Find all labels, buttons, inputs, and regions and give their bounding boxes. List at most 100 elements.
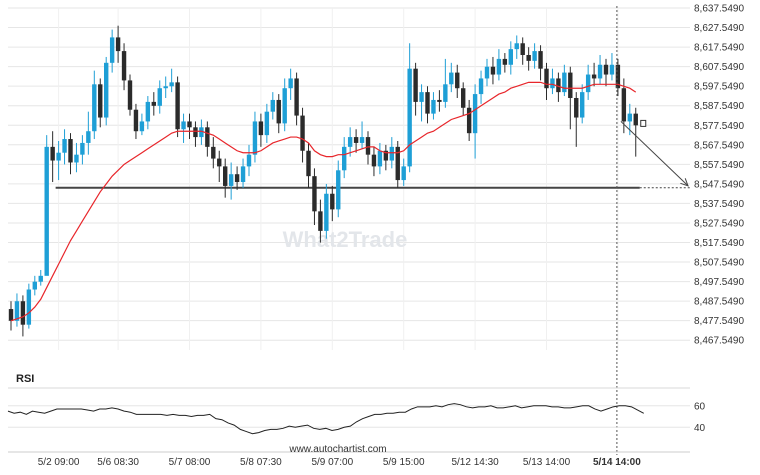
candle-body	[490, 66, 496, 75]
candle-body	[38, 275, 43, 282]
candle-body	[276, 99, 281, 124]
candle-body	[109, 37, 115, 63]
candle-body	[80, 142, 85, 155]
candle-body	[472, 94, 478, 134]
watermark-text: What2Trade	[283, 227, 408, 252]
x-tick-label: 5/9 15:00	[383, 457, 425, 468]
candle-body	[449, 72, 454, 85]
candle-body	[318, 211, 323, 231]
candle-body	[324, 193, 329, 231]
candle-body	[50, 146, 55, 161]
y-tick-label: 8,527.5490	[694, 218, 744, 229]
y-tick-label: 8,487.5490	[694, 297, 744, 308]
candle-body	[615, 64, 621, 89]
y-tick-label: 8,567.5490	[694, 140, 744, 151]
rsi-title: RSI	[16, 373, 34, 385]
candle-body	[14, 301, 20, 321]
candle-body	[365, 137, 371, 155]
candle-body	[98, 84, 103, 118]
candle-body	[181, 121, 186, 130]
candle-body	[621, 88, 627, 122]
candle-body	[520, 43, 525, 55]
candle-body	[597, 64, 603, 79]
candle-body	[478, 78, 484, 95]
candle-body	[127, 80, 133, 110]
x-tick-label: 5/13 14:00	[523, 457, 571, 468]
candle-body	[282, 88, 287, 124]
candle-body	[496, 58, 502, 75]
candle-body	[32, 281, 37, 290]
candle-body	[300, 115, 305, 151]
candle-body	[8, 309, 14, 321]
y-tick-label: 8,557.5490	[694, 160, 744, 171]
forecast-arrow	[620, 121, 689, 187]
candle-body	[419, 92, 424, 102]
candle-body	[258, 121, 264, 136]
candle-body	[86, 131, 91, 143]
candle-body	[342, 146, 347, 171]
candle-body	[175, 82, 180, 130]
y-tick-label: 8,507.5490	[694, 258, 744, 269]
y-axis: 8,637.5490 8,627.5490 8,617.5490 8,607.5490…	[694, 4, 744, 347]
x-tick-label: 5/14 14:00	[593, 457, 641, 468]
candle-body	[389, 146, 394, 161]
candle-body	[205, 127, 210, 147]
candlestick-series	[8, 25, 647, 337]
candle-body	[223, 166, 228, 186]
candle-body	[580, 92, 585, 118]
watermark: What2Trade	[283, 227, 408, 252]
rsi-panel: RSI 60 40	[7, 373, 706, 435]
rsi-tick-label: 60	[694, 401, 706, 412]
candle-body	[44, 146, 49, 276]
y-tick-label: 8,497.5490	[694, 277, 744, 288]
candle-body	[371, 154, 377, 167]
y-tick-label: 8,477.5490	[694, 316, 744, 327]
x-tick-label: 5/6 08:30	[97, 457, 139, 468]
x-tick-label: 5/12 14:30	[451, 457, 499, 468]
candle-body	[20, 301, 26, 325]
candle-body	[556, 78, 561, 93]
candle-body	[26, 289, 32, 325]
candle-body	[294, 78, 299, 116]
candle-body	[425, 92, 430, 114]
moving-average-series	[10, 81, 637, 322]
y-tick-label: 8,597.5490	[694, 82, 744, 93]
candle-body	[568, 72, 573, 98]
candle-body	[74, 154, 79, 163]
candle-body	[443, 84, 448, 102]
candle-body	[461, 88, 466, 108]
rsi-line	[7, 403, 644, 435]
candle-body	[228, 174, 234, 186]
candle-body	[330, 193, 335, 210]
x-tick-label: 5/9 07:00	[311, 457, 353, 468]
candle-body	[591, 74, 597, 79]
candle-body	[383, 150, 389, 161]
candle-body	[288, 78, 293, 89]
candle-body	[526, 54, 531, 61]
candle-body	[336, 170, 341, 210]
rsi-tick-label: 40	[694, 423, 706, 434]
candle-body	[437, 99, 442, 102]
candle-body	[550, 78, 555, 89]
candle-body	[264, 111, 270, 136]
candle-body	[240, 166, 246, 183]
candle-body	[199, 127, 204, 138]
candle-body	[359, 137, 365, 143]
y-tick-label: 8,547.5490	[694, 179, 744, 190]
candle-body	[407, 68, 412, 167]
candle-body	[145, 101, 151, 122]
candle-body	[455, 72, 460, 89]
candle-body	[56, 152, 61, 161]
candle-body	[62, 139, 67, 153]
candle-body	[538, 51, 543, 69]
candle-body	[466, 107, 472, 134]
candle-body	[347, 137, 353, 147]
x-axis: 5/2 09:00 5/6 08:30 5/7 08:00 5/8 07:30 5/9 …	[8, 451, 690, 468]
candle-body	[431, 99, 436, 114]
y-tick-label: 8,467.5490	[694, 336, 744, 347]
candle-body	[508, 49, 513, 65]
candle-body	[312, 176, 317, 212]
candle-body	[514, 43, 519, 50]
forecast-arrow-head	[680, 178, 689, 187]
